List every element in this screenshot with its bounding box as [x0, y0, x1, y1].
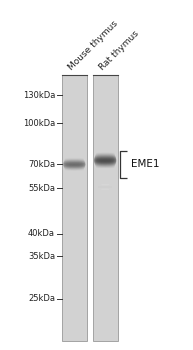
Ellipse shape [63, 165, 85, 166]
Ellipse shape [63, 162, 85, 163]
Ellipse shape [96, 153, 114, 154]
Ellipse shape [63, 164, 85, 165]
Ellipse shape [65, 158, 84, 159]
Ellipse shape [99, 188, 112, 189]
Ellipse shape [65, 159, 84, 160]
Text: 35kDa: 35kDa [28, 252, 55, 261]
Ellipse shape [94, 157, 116, 158]
Ellipse shape [98, 186, 112, 187]
Bar [62, 75, 87, 341]
Ellipse shape [94, 159, 116, 160]
Ellipse shape [100, 189, 111, 190]
Ellipse shape [64, 161, 85, 162]
Text: Rat thymus: Rat thymus [98, 29, 141, 72]
Ellipse shape [63, 162, 85, 163]
Bar [93, 75, 118, 341]
Ellipse shape [98, 187, 112, 188]
Ellipse shape [64, 160, 84, 161]
Ellipse shape [63, 163, 85, 164]
Ellipse shape [94, 161, 116, 162]
Ellipse shape [96, 167, 114, 168]
Ellipse shape [98, 186, 112, 187]
Ellipse shape [63, 165, 85, 166]
Text: 100kDa: 100kDa [23, 119, 55, 128]
Ellipse shape [98, 187, 112, 188]
Ellipse shape [94, 162, 116, 164]
Ellipse shape [96, 166, 115, 167]
Ellipse shape [99, 184, 111, 185]
Ellipse shape [94, 161, 116, 162]
Ellipse shape [99, 185, 112, 186]
Text: 70kDa: 70kDa [28, 160, 55, 169]
Ellipse shape [95, 155, 115, 156]
Ellipse shape [94, 162, 116, 163]
Ellipse shape [94, 158, 116, 159]
Ellipse shape [64, 167, 85, 168]
Ellipse shape [64, 167, 85, 168]
Ellipse shape [95, 163, 116, 164]
Ellipse shape [96, 167, 114, 168]
Ellipse shape [94, 158, 116, 159]
Ellipse shape [99, 188, 112, 189]
Ellipse shape [63, 166, 85, 167]
Ellipse shape [95, 156, 116, 157]
Ellipse shape [95, 163, 116, 165]
Ellipse shape [64, 167, 85, 168]
Ellipse shape [99, 189, 111, 190]
Ellipse shape [64, 160, 84, 161]
Ellipse shape [99, 185, 112, 186]
Ellipse shape [64, 161, 85, 162]
Ellipse shape [65, 169, 84, 170]
Ellipse shape [99, 189, 111, 190]
Ellipse shape [95, 156, 116, 158]
Ellipse shape [95, 154, 115, 156]
Ellipse shape [99, 184, 111, 185]
Ellipse shape [63, 163, 85, 164]
Ellipse shape [95, 165, 115, 166]
Ellipse shape [94, 160, 116, 161]
Ellipse shape [96, 154, 115, 155]
Ellipse shape [94, 159, 116, 160]
Ellipse shape [64, 168, 84, 169]
Ellipse shape [65, 158, 83, 159]
Ellipse shape [96, 153, 115, 155]
Ellipse shape [65, 169, 84, 170]
Ellipse shape [63, 166, 85, 167]
Ellipse shape [95, 164, 115, 166]
Ellipse shape [95, 155, 115, 157]
Ellipse shape [94, 160, 116, 161]
Ellipse shape [96, 166, 115, 167]
Ellipse shape [96, 153, 114, 154]
Ellipse shape [64, 168, 84, 169]
Ellipse shape [65, 170, 83, 171]
Ellipse shape [99, 188, 112, 189]
Text: 40kDa: 40kDa [28, 229, 55, 238]
Text: EME1: EME1 [131, 159, 160, 169]
Text: 25kDa: 25kDa [28, 294, 55, 303]
Ellipse shape [65, 169, 84, 170]
Ellipse shape [64, 160, 85, 161]
Ellipse shape [65, 159, 84, 160]
Ellipse shape [63, 162, 85, 163]
Text: Mouse thymus: Mouse thymus [67, 19, 120, 72]
Text: 55kDa: 55kDa [28, 184, 55, 193]
Ellipse shape [95, 164, 115, 165]
Ellipse shape [63, 164, 85, 166]
Text: 130kDa: 130kDa [23, 91, 55, 100]
Ellipse shape [99, 184, 111, 185]
Ellipse shape [94, 162, 116, 163]
